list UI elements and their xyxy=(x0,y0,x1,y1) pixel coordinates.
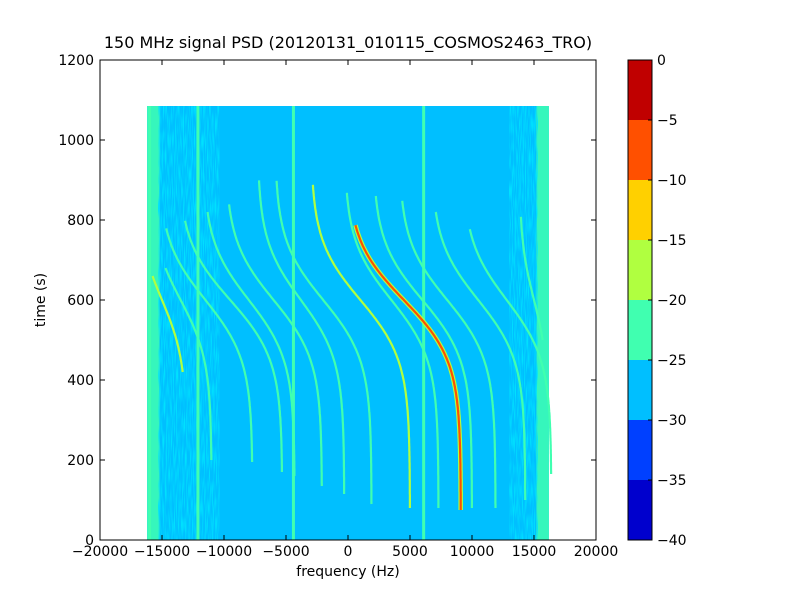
colorbar-band xyxy=(628,360,652,420)
doppler-trace xyxy=(434,211,527,500)
x-axis-label: frequency (Hz) xyxy=(296,564,399,580)
y-axis-ticks: 0 200 400 600 800 1000 1200 xyxy=(58,53,596,549)
x-tick-label: −20000 xyxy=(72,544,128,560)
doppler-trace xyxy=(519,216,544,341)
chart-title: 150 MHz signal PSD (20120131_010115_COSM… xyxy=(104,33,592,53)
plot-area: −20000 −15000 −10000 −5000 0 5000 10000 15000 20… xyxy=(58,53,618,560)
colorbar-tick-label: −30 xyxy=(657,413,687,429)
colorbar-band xyxy=(628,480,652,540)
doppler-trace xyxy=(345,192,440,508)
y-tick-label: 1200 xyxy=(58,53,94,69)
colorbar-band xyxy=(628,120,652,180)
doppler-traces xyxy=(151,180,553,511)
doppler-trace xyxy=(354,224,462,510)
edge-noise-right xyxy=(536,106,549,540)
doppler-trace xyxy=(275,180,373,505)
colorbar-band xyxy=(628,180,652,240)
y-tick-label: 0 xyxy=(85,533,94,549)
colorbar: 0 −5 −10 −15 −20 −25 −30 −35 −40 xyxy=(627,53,687,549)
x-tick-label: −15000 xyxy=(134,544,190,560)
doppler-trace xyxy=(401,200,497,508)
colorbar-tick-label: −10 xyxy=(657,173,687,189)
x-axis-ticks: −20000 −15000 −10000 −5000 0 5000 10000 15000 20… xyxy=(72,60,618,560)
doppler-trace xyxy=(258,180,346,494)
y-axis-label: time (s) xyxy=(33,273,49,327)
colorbar-band xyxy=(628,420,652,480)
doppler-trace xyxy=(184,220,283,472)
doppler-trace xyxy=(164,267,213,460)
colorbar-band xyxy=(628,300,652,360)
x-tick-label: −5000 xyxy=(262,544,309,560)
doppler-trace xyxy=(374,195,473,508)
doppler-trace xyxy=(228,204,323,486)
colorbar-tick-label: −20 xyxy=(657,293,687,309)
y-tick-label: 1000 xyxy=(58,133,94,149)
x-tick-label: −10000 xyxy=(196,544,252,560)
x-tick-label: 20000 xyxy=(574,544,619,560)
colorbar-band xyxy=(628,240,652,300)
colorbar-tick-label: −5 xyxy=(657,113,678,129)
colorbar-band xyxy=(628,60,652,120)
speckle-left xyxy=(158,106,220,540)
y-tick-label: 800 xyxy=(67,213,94,229)
colorbar-tick-label: −25 xyxy=(657,353,687,369)
colorbar-ticks: 0 −5 −10 −15 −20 −25 −30 −35 −40 xyxy=(648,53,687,549)
colorbar-tick-label: −15 xyxy=(657,233,687,249)
y-tick-label: 600 xyxy=(67,293,94,309)
x-tick-label: 15000 xyxy=(512,544,557,560)
doppler-trace xyxy=(206,211,296,476)
y-tick-label: 200 xyxy=(67,453,94,469)
colorbar-tick-label: 0 xyxy=(657,53,666,69)
colorbar-tick-label: −35 xyxy=(657,473,687,489)
y-tick-label: 400 xyxy=(67,373,94,389)
colorbar-tick-label: −40 xyxy=(657,533,687,549)
x-tick-label: 5000 xyxy=(392,544,428,560)
doppler-trace xyxy=(468,228,553,474)
doppler-trace xyxy=(151,275,184,373)
doppler-trace xyxy=(165,228,254,462)
x-tick-label: 0 xyxy=(344,544,353,560)
doppler-trace xyxy=(311,184,411,508)
x-tick-label: 10000 xyxy=(450,544,495,560)
